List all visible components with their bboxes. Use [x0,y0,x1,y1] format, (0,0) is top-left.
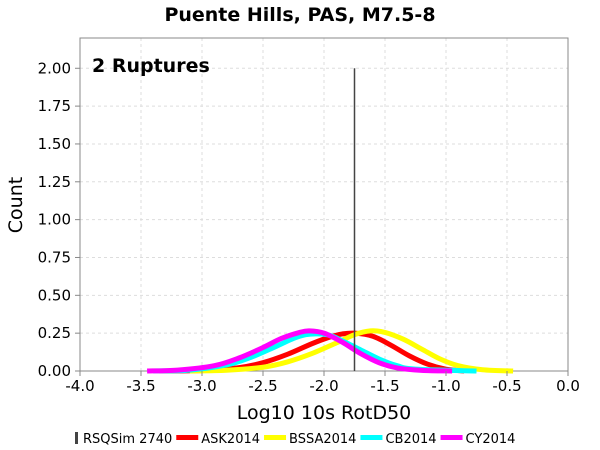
x-tick-label: 0.0 [556,377,580,395]
x-tick-label: -1.0 [431,377,460,395]
legend-label: CY2014 [466,432,516,447]
series-line-cy2014 [147,328,453,374]
x-axis-label: Log10 10s RotD50 [237,402,412,424]
legend-label: BSSA2014 [289,432,356,447]
legend-label: CB2014 [385,432,436,447]
x-tick-label: -2.0 [309,377,338,395]
x-tick-label: -4.0 [65,377,94,395]
y-tick-label: 0.50 [38,286,71,304]
x-axis-ticks: -4.0 -3.5 -3.0 -2.5 -2.0 -1.5 -1.0 -0.5 0.0 [65,371,580,395]
y-tick-label: 1.25 [38,173,71,191]
legend: RSQSim 2740 ASK2014 BSSA2014 CB2014 CY2014 [75,432,515,447]
x-tick-label: -3.0 [187,377,216,395]
y-tick-label: 2.00 [38,59,71,77]
legend-swatch-cy2014 [440,435,463,440]
legend-swatch-reference [75,432,78,444]
y-tick-label: 1.75 [38,97,71,115]
y-tick-label: 1.00 [38,211,71,229]
x-tick-label: -0.5 [492,377,521,395]
y-tick-label: 1.50 [38,135,71,153]
legend-swatch-cb2014 [360,435,383,440]
series-line-bssa2014 [189,328,514,374]
legend-label: ASK2014 [201,432,260,447]
x-tick-label: -2.5 [248,377,277,395]
y-tick-label: 0.25 [38,324,71,342]
legend-label: RSQSim 2740 [83,432,172,447]
legend-swatch-bssa2014 [264,435,287,440]
y-axis-label: Count [5,177,27,233]
rupture-count-annotation: 2 Ruptures [92,55,210,77]
chart-title: Puente Hills, PAS, M7.5-8 [164,4,435,26]
series-layer [147,328,514,374]
x-tick-label: -1.5 [370,377,399,395]
legend-swatch-ask2014 [176,435,199,440]
y-tick-label: 0.75 [38,248,71,266]
x-tick-label: -3.5 [126,377,155,395]
y-tick-label: 0.00 [38,362,71,380]
y-axis-ticks: 0.00 0.25 0.50 0.75 1.00 1.25 1.50 1.75 2.00 [38,59,80,380]
